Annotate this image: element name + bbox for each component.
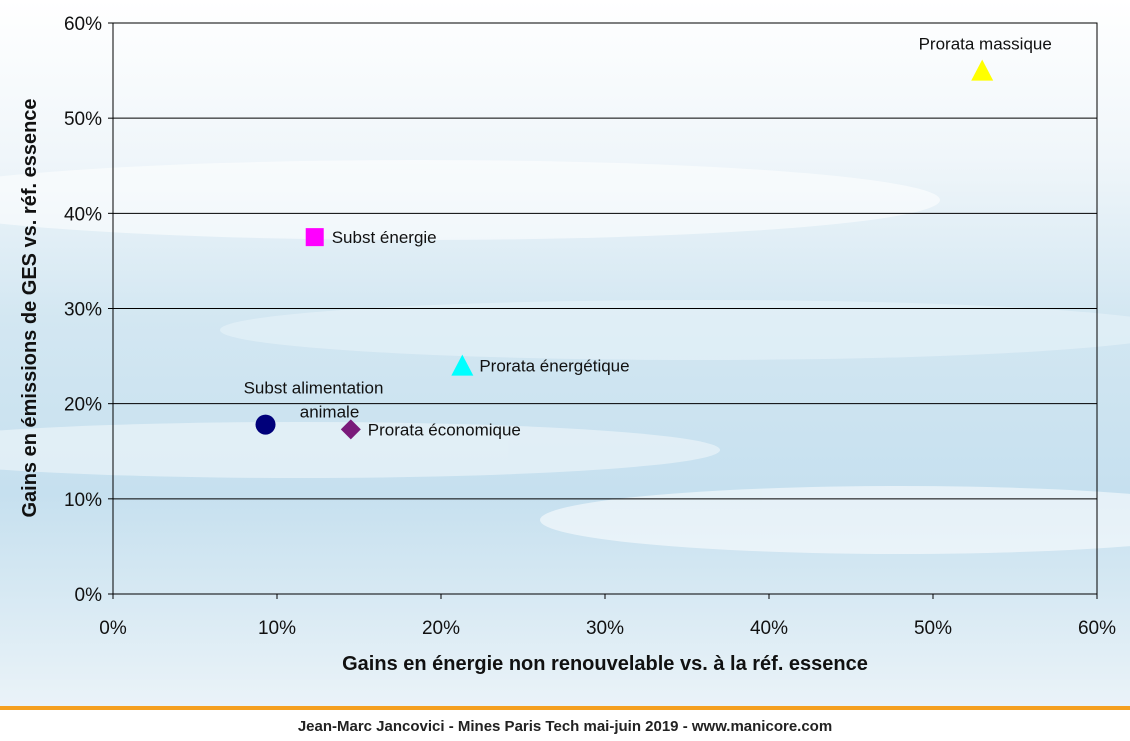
y-axis-title: Gains en émissions de GES vs. réf. essen… bbox=[19, 98, 41, 517]
x-tick-label: 20% bbox=[422, 618, 460, 639]
data-point-label: Prorata massique bbox=[919, 35, 1052, 54]
data-point-marker bbox=[451, 354, 474, 376]
background-streaks bbox=[0, 160, 1130, 554]
data-point-marker bbox=[340, 419, 361, 440]
data-point-marker bbox=[305, 228, 324, 247]
y-tick-label: 0% bbox=[75, 585, 103, 606]
y-tick-label: 30% bbox=[64, 300, 102, 321]
y-tick-label: 60% bbox=[64, 14, 102, 35]
y-tick-label: 10% bbox=[64, 490, 102, 511]
x-axis-ticks: 0% 10% 20% 30% 40% 50% 60% bbox=[99, 594, 1116, 639]
y-axis-ticks: 0% 10% 20% 30% 40% 50% 60% bbox=[64, 14, 113, 606]
data-point-label: animale bbox=[300, 403, 360, 422]
x-tick-label: 50% bbox=[914, 618, 952, 639]
data-point-marker bbox=[255, 414, 276, 435]
x-tick-label: 0% bbox=[99, 618, 127, 639]
data-point-label: Prorata économique bbox=[368, 420, 521, 439]
footer-accent-bar bbox=[0, 706, 1130, 710]
data-points: Subst alimentation animale Prorata économi… bbox=[244, 35, 1052, 440]
data-point-marker bbox=[971, 59, 994, 81]
x-tick-label: 40% bbox=[750, 618, 788, 639]
data-point-label: Subst alimentation bbox=[244, 379, 384, 398]
x-tick-label: 30% bbox=[586, 618, 624, 639]
x-tick-label: 60% bbox=[1078, 618, 1116, 639]
y-tick-label: 50% bbox=[64, 109, 102, 130]
y-tick-label: 40% bbox=[64, 204, 102, 225]
data-point-label: Subst énergie bbox=[332, 228, 437, 247]
footer-credit: Jean-Marc Jancovici - Mines Paris Tech m… bbox=[297, 718, 833, 735]
x-axis-title: Gains en énergie non renouvelable vs. à … bbox=[342, 653, 868, 675]
data-point-label: Prorata énergétique bbox=[479, 357, 629, 376]
x-tick-label: 10% bbox=[258, 618, 296, 639]
y-tick-label: 20% bbox=[64, 395, 102, 416]
